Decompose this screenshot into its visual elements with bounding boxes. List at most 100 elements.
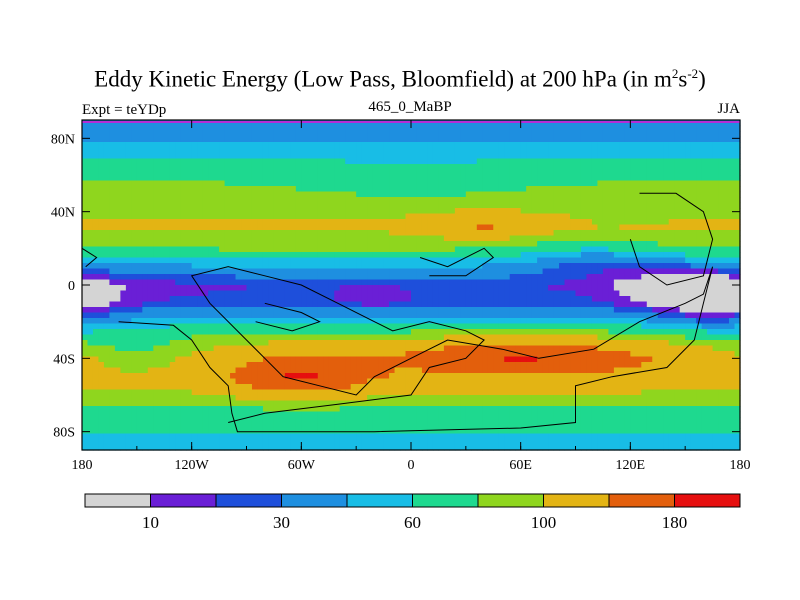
- heatmap-cell: [690, 334, 697, 341]
- heatmap-cell: [367, 252, 374, 259]
- heatmap-cell: [548, 142, 555, 149]
- heatmap-cell: [219, 323, 226, 330]
- heatmap-cell: [531, 197, 538, 204]
- heatmap-cell: [98, 175, 105, 182]
- heatmap-cell: [186, 268, 193, 275]
- heatmap-cell: [460, 180, 467, 187]
- heatmap-cell: [734, 301, 741, 308]
- heatmap-cell: [87, 257, 94, 264]
- heatmap-cell: [125, 224, 132, 231]
- heatmap-cell: [82, 153, 89, 160]
- heatmap-cell: [284, 213, 291, 220]
- heatmap-cell: [718, 252, 725, 259]
- heatmap-cell: [729, 279, 736, 286]
- heatmap-cell: [679, 125, 686, 132]
- heatmap-cell: [723, 301, 730, 308]
- heatmap-cell: [312, 285, 319, 292]
- heatmap-cell: [553, 136, 560, 143]
- heatmap-cell: [729, 246, 736, 253]
- heatmap-cell: [438, 213, 445, 220]
- heatmap-cell: [663, 279, 670, 286]
- heatmap-cell: [356, 329, 363, 336]
- heatmap-cell: [641, 252, 648, 259]
- heatmap-cell: [224, 279, 231, 286]
- heatmap-cell: [224, 197, 231, 204]
- heatmap-cell: [619, 164, 626, 171]
- heatmap-cell: [624, 246, 631, 253]
- heatmap-cell: [219, 290, 226, 297]
- heatmap-cell: [230, 202, 237, 209]
- heatmap-cell: [323, 175, 330, 182]
- heatmap-cell: [701, 153, 708, 160]
- heatmap-cell: [257, 285, 264, 292]
- heatmap-cell: [92, 125, 100, 132]
- heatmap-cell: [147, 235, 154, 242]
- heatmap-cell: [339, 208, 346, 215]
- heatmap-cell: [493, 246, 500, 253]
- heatmap-cell: [520, 224, 527, 231]
- heatmap-cell: [98, 136, 105, 143]
- heatmap-cell: [504, 158, 511, 165]
- heatmap-cell: [241, 208, 248, 215]
- heatmap-cell: [323, 136, 330, 143]
- heatmap-cell: [701, 136, 708, 143]
- heatmap-cell: [646, 219, 653, 226]
- heatmap-cell: [87, 235, 94, 242]
- heatmap-cell: [641, 208, 648, 215]
- heatmap-cell: [416, 202, 423, 209]
- heatmap-cell: [416, 290, 423, 297]
- heatmap-cell: [339, 340, 346, 347]
- heatmap-cell: [372, 241, 379, 248]
- heatmap-cell: [251, 158, 259, 165]
- heatmap-cell: [356, 191, 363, 198]
- heatmap-cell: [685, 147, 692, 154]
- heatmap-cell: [619, 263, 626, 270]
- heatmap-cell: [202, 285, 209, 292]
- heatmap-cell: [515, 257, 522, 264]
- heatmap-cell: [367, 169, 374, 176]
- heatmap-cell: [186, 296, 193, 303]
- heatmap-cell: [136, 191, 143, 198]
- heatmap-cell: [619, 257, 626, 264]
- heatmap-cell: [668, 208, 675, 215]
- heatmap-cell: [268, 334, 275, 341]
- heatmap-cell: [87, 169, 94, 176]
- heatmap-cell: [164, 290, 171, 297]
- heatmap-cell: [350, 142, 357, 149]
- heatmap-cell: [400, 213, 407, 220]
- heatmap-cell: [372, 301, 379, 308]
- heatmap-cell: [411, 274, 418, 281]
- heatmap-cell: [109, 290, 116, 297]
- heatmap-cell: [482, 197, 489, 204]
- heatmap-cell: [586, 136, 593, 143]
- heatmap-cell: [241, 153, 248, 160]
- heatmap-cell: [147, 301, 154, 308]
- heatmap-cell: [685, 158, 692, 165]
- heatmap-cell: [219, 180, 226, 187]
- heatmap-cell: [230, 334, 237, 341]
- heatmap-cell: [389, 147, 396, 154]
- heatmap-cell: [641, 147, 648, 154]
- heatmap-cell: [548, 208, 555, 215]
- heatmap-cell: [356, 340, 363, 347]
- heatmap-cell: [553, 334, 560, 341]
- heatmap-cell: [268, 340, 275, 347]
- heatmap-cell: [712, 230, 719, 237]
- heatmap-cell: [136, 307, 143, 314]
- heatmap-cell: [619, 186, 626, 193]
- heatmap-cell: [372, 153, 379, 160]
- heatmap-cell: [98, 158, 105, 165]
- heatmap-cell: [378, 224, 385, 231]
- heatmap-cell: [564, 318, 571, 325]
- heatmap-cell: [158, 279, 165, 286]
- heatmap-cell: [323, 312, 330, 319]
- heatmap-cell: [460, 345, 467, 352]
- heatmap-cell: [142, 312, 149, 319]
- heatmap-cell: [652, 263, 659, 270]
- heatmap-cell: [394, 175, 401, 182]
- heatmap-cell: [707, 213, 714, 220]
- heatmap-cell: [718, 263, 725, 270]
- heatmap-cell: [734, 241, 741, 248]
- heatmap-cell: [707, 285, 714, 292]
- heatmap-cell: [564, 153, 571, 160]
